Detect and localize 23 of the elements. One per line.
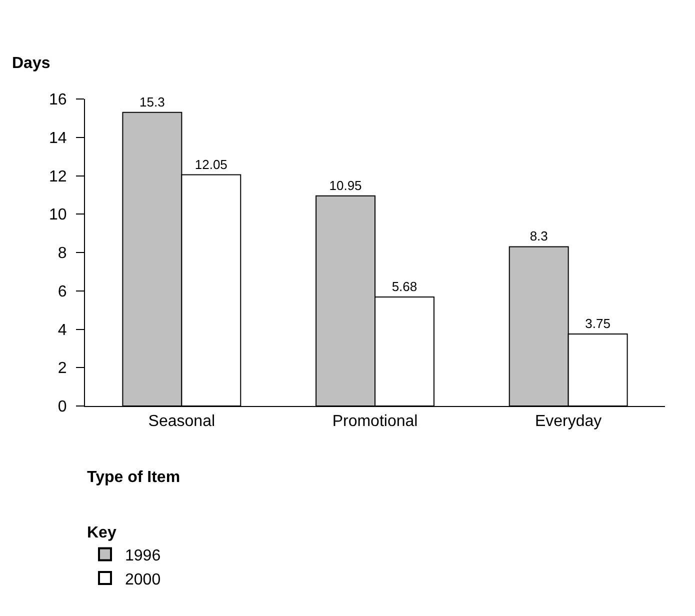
x-axis-title: Type of Item	[87, 469, 180, 486]
legend-label: 2000	[125, 571, 161, 588]
x-tick-label: Promotional	[332, 413, 418, 430]
y-tick-label: 16	[49, 92, 67, 109]
data-label: 8.3	[530, 228, 548, 244]
y-tick-label: 4	[58, 322, 67, 339]
y-tick-label: 10	[49, 206, 67, 224]
y-axis-title: Days	[12, 55, 50, 72]
legend-label: 1996	[125, 547, 161, 564]
y-tick-label: 0	[58, 398, 67, 416]
x-tick-label: Everyday	[534, 413, 602, 430]
y-tick-label: 14	[49, 130, 67, 147]
y-tick-label: 6	[58, 283, 67, 300]
y-tick-label: 8	[58, 245, 67, 262]
data-label: 10.95	[329, 178, 362, 193]
y-tick-label: 12	[49, 168, 67, 186]
data-label: 5.68	[392, 279, 418, 294]
y-tick-label: 2	[58, 360, 67, 378]
data-label: 3.75	[585, 316, 610, 332]
data-label: 15.3	[140, 94, 165, 110]
legend-title: Key	[87, 524, 116, 542]
x-tick-label: Seasonal	[148, 413, 216, 430]
data-label: 12.05	[194, 156, 228, 172]
